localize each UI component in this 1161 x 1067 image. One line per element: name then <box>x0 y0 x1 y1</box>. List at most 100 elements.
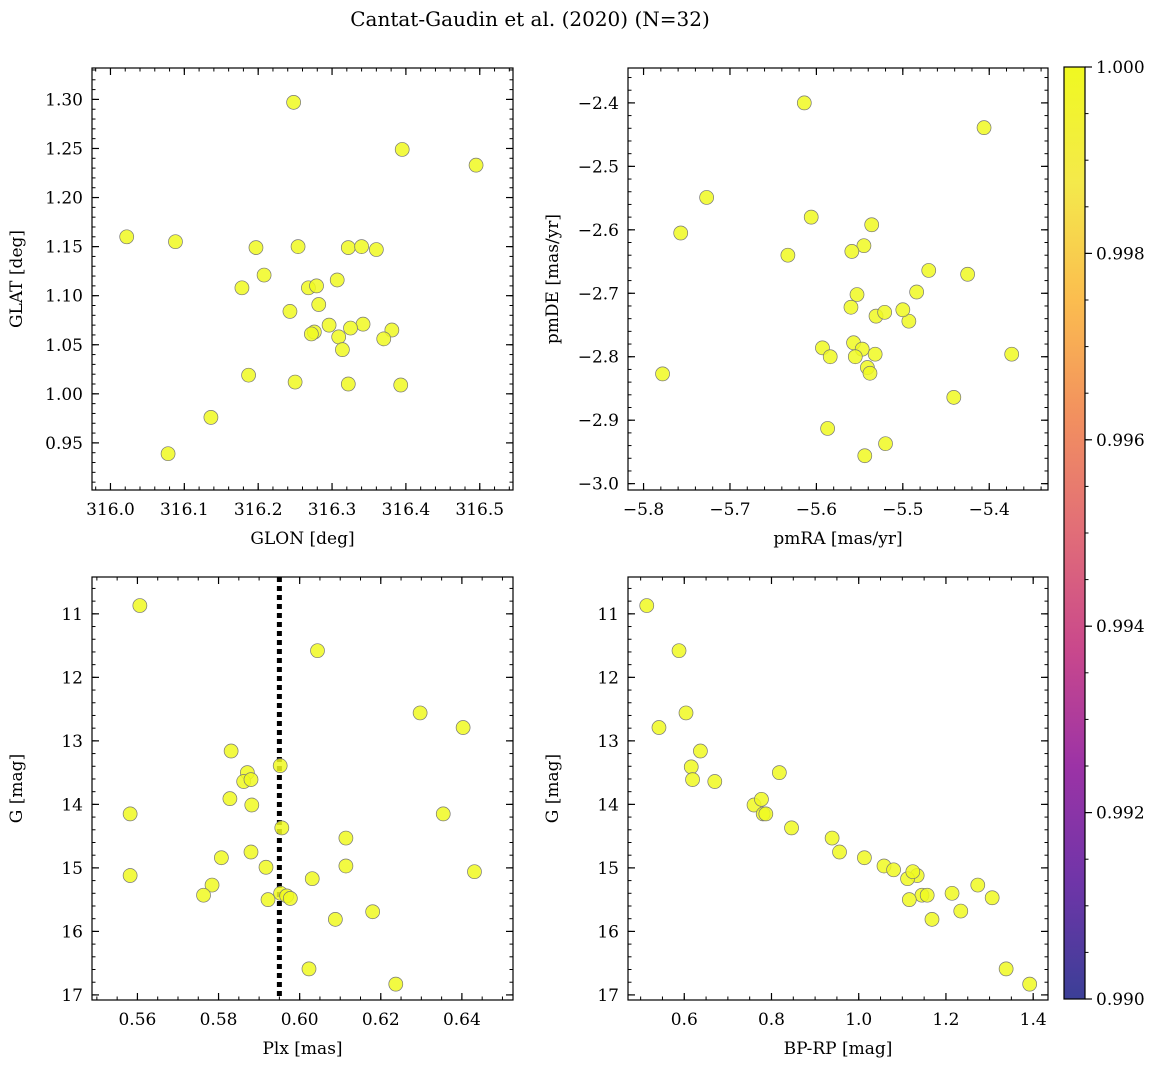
x-tick-label: −5.7 <box>709 500 750 520</box>
data-point <box>290 239 306 254</box>
data-point <box>435 806 451 822</box>
data-point <box>234 280 250 296</box>
y-tick-label: 11 <box>597 605 619 625</box>
data-point <box>780 247 796 263</box>
figure-title: Cantat-Gaudin et al. (2020) (N=32) <box>350 7 710 31</box>
x-tick-label: −5.6 <box>796 500 837 520</box>
x-tick-label: 316.1 <box>160 500 209 520</box>
data-point <box>867 346 883 362</box>
x-axis-label: pmRA [mas/yr] <box>773 529 902 549</box>
data-point <box>905 864 921 880</box>
data-point <box>796 95 812 111</box>
data-point <box>354 239 369 254</box>
data-point <box>204 877 220 893</box>
data-point <box>784 820 799 836</box>
colorbar-tick-label: 0.998 <box>1096 244 1145 264</box>
x-tick-label: 0.58 <box>200 1010 238 1030</box>
x-tick-label: 316.5 <box>455 500 504 520</box>
y-tick-label: 15 <box>61 859 83 879</box>
x-tick-label: 316.0 <box>86 500 135 520</box>
data-point <box>909 284 924 300</box>
data-point <box>122 806 138 822</box>
data-point <box>256 267 272 283</box>
x-tick-label: −5.8 <box>623 500 664 520</box>
colorbar-tick-label: 0.992 <box>1096 804 1145 824</box>
data-point <box>849 287 865 302</box>
data-point <box>1022 976 1038 992</box>
data-point <box>901 892 917 907</box>
y-tick-label: −3.0 <box>578 475 619 495</box>
data-point <box>693 743 708 759</box>
data-point <box>857 850 872 866</box>
data-point <box>260 892 276 907</box>
data-point <box>282 304 298 319</box>
data-point <box>287 374 303 390</box>
data-point <box>274 820 290 836</box>
data-point <box>754 791 769 807</box>
data-point <box>699 190 714 205</box>
y-tick-label: 16 <box>61 922 83 942</box>
data-point <box>976 120 992 136</box>
data-point <box>919 887 935 903</box>
data-point <box>655 366 670 382</box>
data-point <box>343 320 358 336</box>
x-tick-label: 0.60 <box>281 1010 319 1030</box>
data-point <box>832 844 847 860</box>
colorbar-tick-label: 0.996 <box>1096 431 1145 451</box>
x-tick-label: 316.4 <box>382 500 431 520</box>
y-tick-label: 11 <box>61 605 83 625</box>
data-point <box>953 903 969 919</box>
data-point <box>168 234 183 250</box>
data-point <box>160 446 176 462</box>
data-point <box>651 720 667 735</box>
data-point <box>282 891 298 906</box>
data-point <box>243 844 259 860</box>
data-point <box>862 365 878 381</box>
data-point <box>683 759 699 775</box>
colorbar: 0.990 0.992 0.994 0.996 0.998 1.000 <box>1063 58 1145 1010</box>
x-tick-label: 1.4 <box>1020 1010 1047 1030</box>
data-point <box>328 911 343 927</box>
data-point <box>223 743 239 759</box>
y-tick-label: 13 <box>61 732 83 752</box>
y-tick-label: 12 <box>597 668 619 688</box>
data-point <box>365 904 381 920</box>
y-tick-label: −2.7 <box>578 284 619 304</box>
y-tick-label: 1.30 <box>45 90 83 110</box>
data-point <box>338 858 354 874</box>
y-axis-label: pmDE [mas/yr] <box>543 214 563 344</box>
data-point <box>824 830 840 846</box>
data-point <box>1004 346 1020 362</box>
data-point <box>758 806 774 822</box>
data-point <box>857 448 873 464</box>
data-point <box>970 877 986 893</box>
x-tick-label: 316.3 <box>308 500 357 520</box>
data-point <box>329 272 345 288</box>
data-point <box>412 705 428 721</box>
data-point <box>467 864 482 880</box>
y-tick-label: −2.8 <box>578 348 619 368</box>
x-tick-label: 316.2 <box>234 500 283 520</box>
y-axis-label: G [mag] <box>543 754 563 823</box>
x-tick-label: 0.62 <box>362 1010 400 1030</box>
data-point <box>803 209 819 225</box>
x-tick-label: 0.6 <box>671 1010 698 1030</box>
data-point <box>685 772 700 787</box>
y-tick-label: 1.05 <box>45 336 83 356</box>
data-point <box>901 313 917 329</box>
data-point <box>998 961 1014 977</box>
x-tick-label: 0.8 <box>758 1010 785 1030</box>
y-tick-label: 13 <box>597 732 619 752</box>
data-point <box>673 225 689 241</box>
data-point <box>248 240 264 255</box>
data-point <box>394 142 410 157</box>
axes-frame <box>91 576 514 1001</box>
y-tick-label: −2.6 <box>578 221 619 241</box>
data-point <box>331 329 347 345</box>
data-point <box>856 238 872 254</box>
data-point <box>355 316 371 332</box>
x-axis-label: GLON [deg] <box>250 529 354 549</box>
data-point <box>393 377 409 393</box>
data-point <box>388 976 404 992</box>
data-point <box>335 342 350 358</box>
